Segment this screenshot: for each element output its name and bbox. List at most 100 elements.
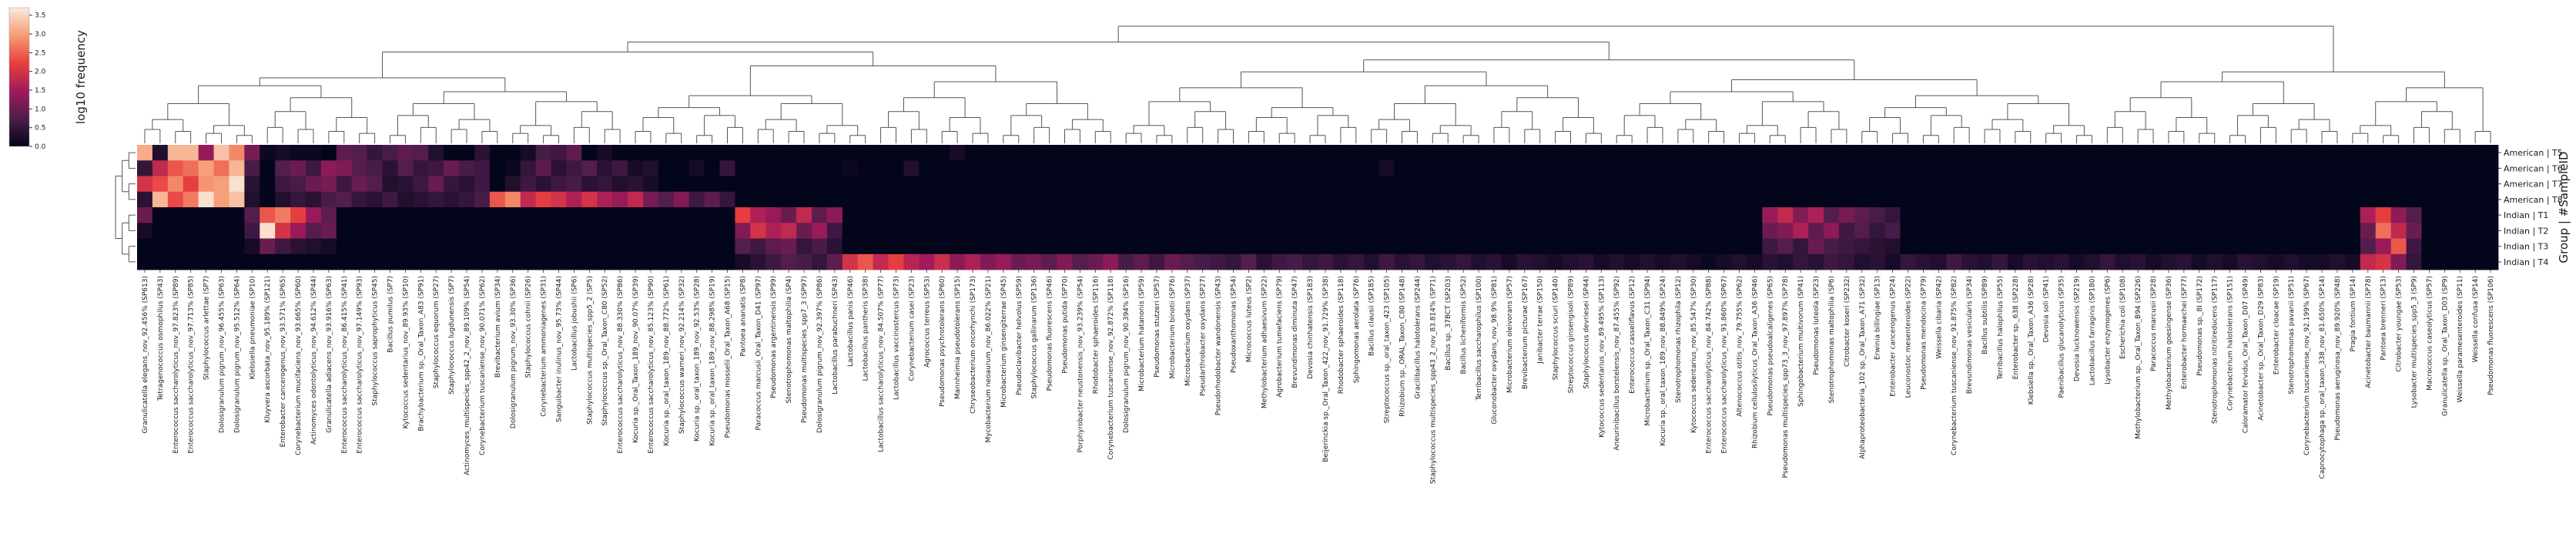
heatmap-cell (628, 238, 644, 255)
column-label: Mannheimia pseudotolerans (SP15) (954, 276, 962, 399)
heatmap-cell (336, 145, 353, 161)
heatmap-cell (1241, 238, 1257, 255)
heatmap-cell (397, 160, 414, 176)
heatmap-cell (2222, 191, 2238, 208)
heatmap-cell (1455, 176, 1472, 193)
heatmap-cell (1287, 191, 1303, 208)
heatmap-cell (980, 207, 997, 223)
heatmap-cell (1931, 223, 1947, 239)
heatmap-cell (1057, 145, 1073, 161)
heatmap-cell (2253, 176, 2269, 193)
heatmap-cell (1103, 191, 1119, 208)
heatmap-cell (229, 207, 245, 223)
heatmap-cell (673, 160, 690, 176)
heatmap-cell (1915, 238, 1931, 255)
y-axis-label: Group | #SampleID (2557, 151, 2571, 263)
heatmap-cell (2467, 176, 2484, 193)
column-label: Brevibacterium picturae (SP167) (1522, 276, 1529, 389)
heatmap-cell (351, 223, 368, 239)
heatmap-cell (1532, 238, 1549, 255)
heatmap-cell (1547, 176, 1563, 193)
heatmap-cell (2237, 160, 2253, 176)
column-label: Pseudomonas mosselii_Oral_Taxon_A68 (SP1… (725, 276, 732, 438)
heatmap-cell (1348, 160, 1365, 176)
heatmap-cell (1640, 238, 1656, 255)
heatmap-cell (2390, 191, 2407, 208)
heatmap-cell (2268, 207, 2284, 223)
heatmap-cell (781, 191, 797, 208)
heatmap-cell (1501, 191, 1518, 208)
column-label: Pseudomonas psychrotolerans (SP60) (939, 276, 946, 407)
heatmap-cell (1134, 176, 1150, 193)
heatmap-cell (1716, 238, 1732, 255)
heatmap-cell (581, 160, 598, 176)
column-label: Enterococcus saccharolyticus_nov_88.330%… (617, 276, 625, 454)
heatmap-cell (857, 160, 874, 176)
heatmap-cell (919, 207, 935, 223)
column-label: Pseudomonas stutzeri (SP57) (1154, 276, 1161, 378)
heatmap-cell (673, 191, 690, 208)
heatmap-cell (1041, 176, 1057, 193)
column-label: Devosia chinhatensis (SP183) (1307, 276, 1315, 379)
heatmap-cell (1394, 176, 1410, 193)
heatmap-cell (1824, 176, 1840, 193)
heatmap-cell (1793, 145, 1809, 161)
heatmap-cell (336, 191, 353, 208)
heatmap-cell (597, 253, 613, 270)
heatmap-cell (1164, 145, 1181, 161)
heatmap-cell (2483, 223, 2499, 239)
column-label: Microbacterium oxydans (SP37) (1184, 276, 1192, 386)
heatmap-cell (1884, 160, 1901, 176)
column-label: Enterococcus saccharolyticus_nov_86.415%… (341, 276, 349, 454)
heatmap-cell (1486, 160, 1502, 176)
heatmap-cell (474, 145, 491, 161)
heatmap-cell (351, 160, 368, 176)
heatmap-cell (1685, 207, 1702, 223)
heatmap-cell (1563, 145, 1579, 161)
colorbar-tick-label: 1.5 (35, 87, 45, 95)
heatmap-cell (275, 238, 291, 255)
heatmap-cell (781, 207, 797, 223)
heatmap-cell (1041, 253, 1057, 270)
heatmap-cell (612, 238, 628, 255)
heatmap-cell (1455, 160, 1472, 176)
heatmap-cell (2022, 223, 2039, 239)
heatmap-cell (643, 176, 659, 193)
heatmap-cell (504, 145, 521, 161)
heatmap-cell (1977, 176, 1993, 193)
heatmap-cell (2268, 176, 2284, 193)
heatmap-cell (750, 191, 766, 208)
heatmap-cell (842, 253, 859, 270)
heatmap-cell (1271, 191, 1288, 208)
heatmap-cell (2421, 253, 2437, 270)
heatmap-cell (995, 223, 1012, 239)
column-label: Devosia lucknowensis (SP219) (2074, 276, 2082, 381)
heatmap-cell (903, 145, 920, 161)
heatmap-cell (1486, 238, 1502, 255)
column-label: Microbacterium binotii (SP76) (1169, 276, 1177, 378)
heatmap-cell (489, 253, 506, 270)
heatmap-cell (1010, 160, 1027, 176)
heatmap-cell (1471, 207, 1487, 223)
heatmap-cell (1838, 207, 1855, 223)
heatmap-cell (1931, 191, 1947, 208)
row-label: American | T5 (2504, 148, 2563, 158)
heatmap-cell (1256, 238, 1272, 255)
heatmap-cell (1378, 238, 1395, 255)
heatmap-cell (1670, 160, 1687, 176)
heatmap-cell (781, 223, 797, 239)
heatmap-cell (137, 223, 153, 239)
heatmap-cell (688, 176, 705, 193)
heatmap-cell (1685, 191, 1702, 208)
heatmap-cell (1854, 145, 1871, 161)
heatmap-cell (2115, 191, 2131, 208)
heatmap-cell (1731, 253, 1747, 270)
heatmap-cell (489, 207, 506, 223)
column-label: Lactobacillus saccharolyticus_nov_84.507… (878, 276, 886, 452)
heatmap-cell (735, 238, 751, 255)
heatmap-cell (1563, 176, 1579, 193)
heatmap-cell (1087, 145, 1104, 161)
heatmap-cell (1103, 223, 1119, 239)
heatmap-cell (1256, 176, 1272, 193)
